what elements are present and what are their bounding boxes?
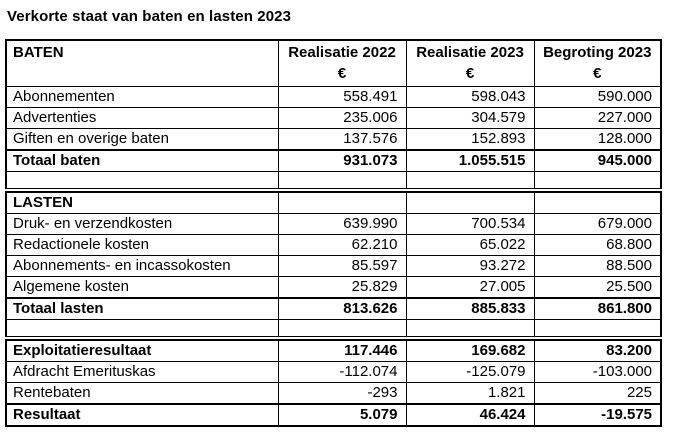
row-value-cell: -112.074: [277, 361, 407, 383]
row-value-cell: [533, 191, 662, 214]
row-value-cell: 700.534: [405, 213, 535, 235]
column-header-baten: BATEN: [5, 39, 279, 87]
row-value-cell: 304.579: [405, 107, 535, 129]
row-value-cell: 25.829: [277, 276, 407, 299]
row-value-cell: 1.055.515: [405, 149, 535, 172]
row-label-cell: Afdracht Emerituskas: [5, 361, 279, 383]
header-label: BATEN: [13, 44, 64, 61]
row-label-cell: Advertenties: [5, 107, 279, 129]
row-value-cell: 598.043: [405, 86, 535, 108]
row-value-cell: 235.006: [277, 107, 407, 129]
currency-symbol: €: [337, 65, 347, 82]
header-label: Realisatie 2022: [288, 44, 396, 61]
header-label: Realisatie 2023: [416, 44, 524, 61]
total-row: Totaal lasten 813.626 885.833 861.800: [5, 297, 662, 320]
row-value-cell: 639.990: [277, 213, 407, 235]
row-value-cell: [405, 171, 535, 189]
total-row: Resultaat 5.079 46.424 -19.575: [5, 403, 662, 427]
row-value-cell: 5.079: [277, 403, 407, 427]
row-value-cell: 93.272: [405, 255, 535, 277]
total-row: Totaal baten 931.073 1.055.515 945.000: [5, 149, 662, 172]
row-label-cell: Abonnements- en incassokosten: [5, 255, 279, 277]
row-label-cell: Totaal baten: [5, 149, 279, 172]
row-value-cell: 1.821: [405, 382, 535, 405]
row-value-cell: 931.073: [277, 149, 407, 172]
row-value-cell: [405, 319, 535, 337]
row-value-cell: 152.893: [405, 128, 535, 151]
row-label-cell: [5, 171, 279, 189]
table-row: Abonnementen 558.491 598.043 590.000: [5, 86, 662, 108]
row-value-cell: 27.005: [405, 276, 535, 299]
table-row: Druk- en verzendkosten 639.990 700.534 679.…: [5, 213, 662, 235]
row-value-cell: [533, 171, 662, 189]
row-label-cell: Rentebaten: [5, 382, 279, 405]
row-label-cell: Redactionele kosten: [5, 234, 279, 256]
column-header-begroting-2023: Begroting 2023 €: [533, 39, 662, 87]
resultaat-section-table: Exploitatieresultaat 117.446 169.682 83.200…: [5, 339, 662, 427]
section-header-row: LASTEN: [5, 191, 662, 214]
row-label-cell: Giften en overige baten: [5, 128, 279, 151]
row-value-cell: 137.576: [277, 128, 407, 151]
row-label-cell: Resultaat: [5, 403, 279, 427]
row-value-cell: 169.682: [405, 339, 535, 362]
header-spacer: [13, 63, 277, 84]
table-row: Rentebaten -293 1.821 225: [5, 382, 662, 405]
row-value-cell: 128.000: [533, 128, 662, 151]
row-value-cell: 65.022: [405, 234, 535, 256]
row-label-cell: Totaal lasten: [5, 297, 279, 320]
row-value-cell: 945.000: [533, 149, 662, 172]
table-row: Advertenties 235.006 304.579 227.000: [5, 107, 662, 129]
row-value-cell: 25.500: [533, 276, 662, 299]
row-value-cell: 861.800: [533, 297, 662, 320]
row-value-cell: 227.000: [533, 107, 662, 129]
row-value-cell: 558.491: [277, 86, 407, 108]
row-value-cell: 813.626: [277, 297, 407, 320]
empty-row: [5, 319, 662, 337]
row-value-cell: -293: [277, 382, 407, 405]
row-value-cell: 590.000: [533, 86, 662, 108]
row-value-cell: 117.446: [277, 339, 407, 362]
row-label-cell: Exploitatieresultaat: [5, 339, 279, 362]
row-value-cell: [533, 319, 662, 337]
row-value-cell: 46.424: [405, 403, 535, 427]
row-value-cell: [277, 191, 407, 214]
baten-section-table: BATEN Realisatie 2022 € Realisatie 2023 …: [5, 39, 662, 189]
table-row: Afdracht Emerituskas -112.074 -125.079 -103…: [5, 361, 662, 383]
column-header-realisatie-2023: Realisatie 2023 €: [405, 39, 535, 87]
row-value-cell: 83.200: [533, 339, 662, 362]
column-header-realisatie-2022: Realisatie 2022 €: [277, 39, 407, 87]
table-row: Abonnements- en incassokosten 85.597 93.27…: [5, 255, 662, 277]
row-value-cell: 679.000: [533, 213, 662, 235]
table-row: Exploitatieresultaat 117.446 169.682 83.200: [5, 339, 662, 362]
header-row: BATEN Realisatie 2022 € Realisatie 2023 …: [5, 39, 662, 87]
row-value-cell: 885.833: [405, 297, 535, 320]
header-label: Begroting 2023: [543, 44, 652, 61]
row-value-cell: 85.597: [277, 255, 407, 277]
row-value-cell: [277, 319, 407, 337]
row-value-cell: [277, 171, 407, 189]
row-value-cell: 88.500: [533, 255, 662, 277]
row-value-cell: 68.800: [533, 234, 662, 256]
row-label-cell: [5, 319, 279, 337]
row-value-cell: [405, 191, 535, 214]
row-value-cell: 62.210: [277, 234, 407, 256]
row-label-cell: LASTEN: [5, 191, 279, 214]
table-row: Redactionele kosten 62.210 65.022 68.800: [5, 234, 662, 256]
currency-symbol: €: [593, 65, 602, 82]
page-title: Verkorte staat van baten en lasten 2023: [7, 8, 292, 25]
row-label-cell: Algemene kosten: [5, 276, 279, 299]
row-value-cell: 225: [533, 382, 662, 405]
table-row: Giften en overige baten 137.576 152.893 128…: [5, 128, 662, 151]
row-value-cell: -19.575: [533, 403, 662, 427]
row-label-cell: Abonnementen: [5, 86, 279, 108]
currency-symbol: €: [465, 65, 475, 82]
lasten-section-table: LASTEN Druk- en verzendkosten 639.990 700.5…: [5, 191, 662, 337]
empty-row: [5, 171, 662, 189]
row-label-cell: Druk- en verzendkosten: [5, 213, 279, 235]
row-value-cell: -103.000: [533, 361, 662, 383]
table-row: Algemene kosten 25.829 27.005 25.500: [5, 276, 662, 299]
row-value-cell: -125.079: [405, 361, 535, 383]
